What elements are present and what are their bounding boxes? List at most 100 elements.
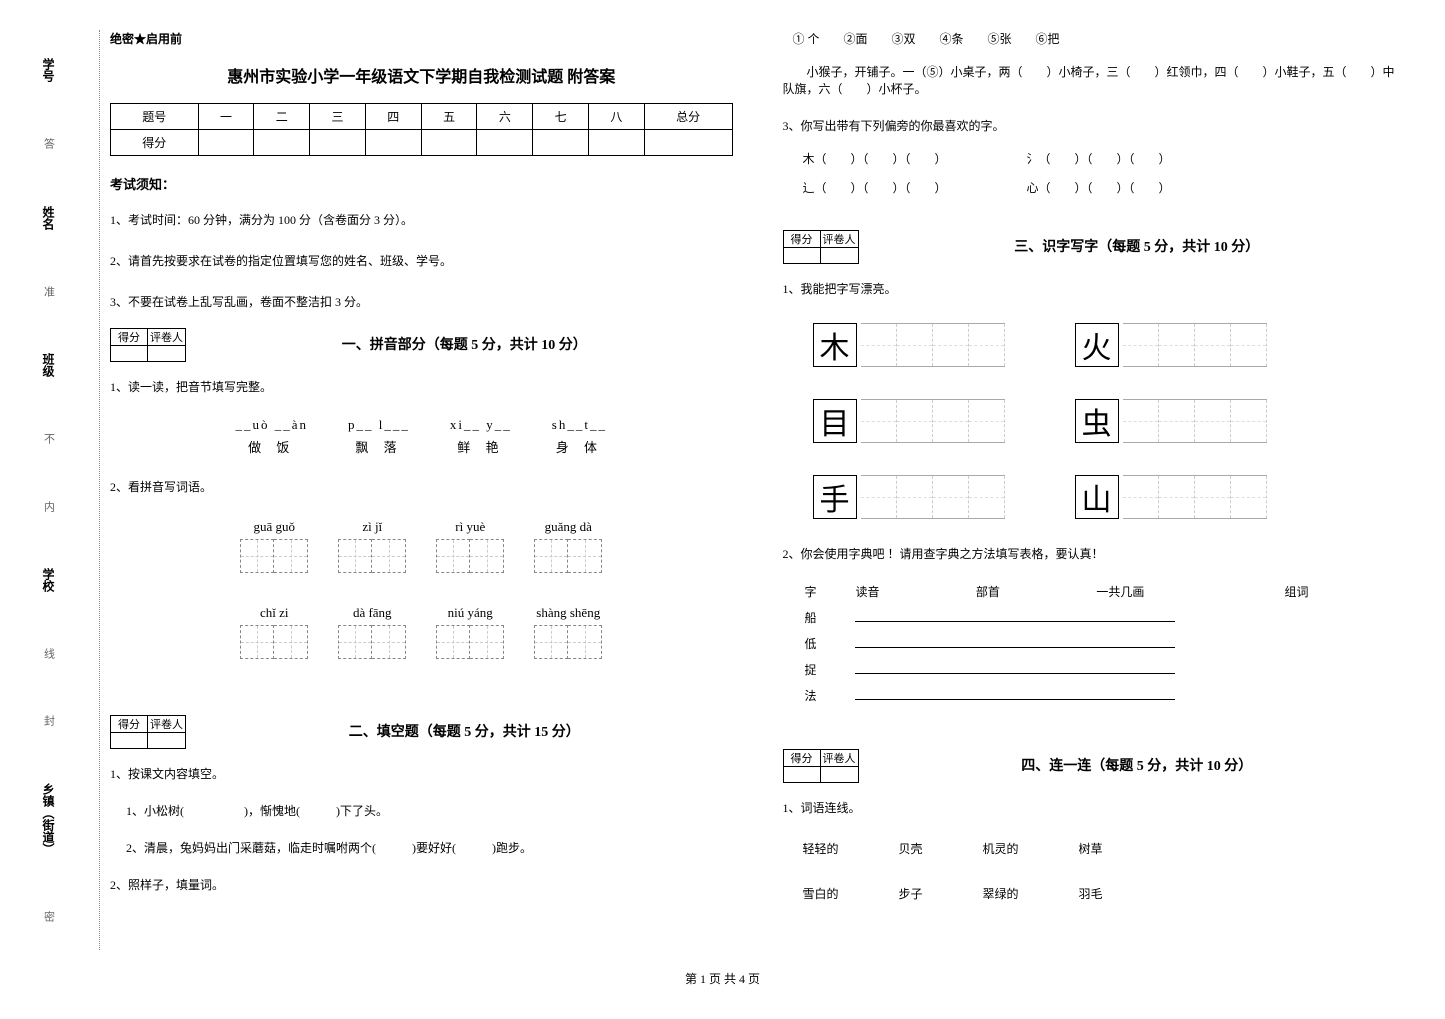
match-word: 雪白的	[803, 885, 839, 902]
pinyin-bot: 鲜 艳	[450, 437, 512, 456]
pinyin-top: __uò __àn	[236, 417, 309, 433]
marker-label: 评卷人	[148, 716, 185, 733]
dict-header: 部首	[976, 580, 1094, 603]
word-pinyin: guǎng dà	[534, 519, 602, 535]
radical-row: 木（ ）（ ）（ ）	[803, 150, 947, 167]
section-3-title: 三、识字写字（每题 5 分，共计 10 分）	[869, 230, 1406, 256]
word-pinyin: zì jǐ	[338, 519, 406, 535]
marker-label: 评卷人	[148, 329, 185, 346]
exam-title: 惠州市实验小学一年级语文下学期自我检测试题 附答案	[110, 63, 733, 87]
dict-char: 低	[805, 631, 854, 655]
confidential-label: 绝密★启用前	[110, 30, 733, 47]
binding-labels: 学号 答 姓名 准 班级 不 内 学校 线 封 乡镇（街道） 密	[40, 30, 57, 950]
section-score-box: 得分 评卷人	[110, 328, 186, 362]
liang-text: 小猴子，开铺子。一（⑤）小桌子，两（ ）小椅子，三（ ）红领巾，四（ ）小鞋子，…	[783, 63, 1406, 97]
match-word: 机灵的	[983, 840, 1019, 857]
pinyin-bot: 身 体	[552, 437, 607, 456]
dict-header: 读音	[855, 580, 973, 603]
section-2-title: 二、填空题（每题 5 分，共计 15 分）	[196, 715, 733, 741]
notice-item: 1、考试时间：60 分钟，满分为 100 分（含卷面分 3 分）。	[110, 211, 733, 228]
binding-sublabel: 密	[41, 911, 57, 922]
pinyin-item: p__ l___ 飘 落	[348, 417, 410, 456]
score-header-cell: 总分	[644, 104, 732, 130]
binding-label: 班级	[40, 353, 57, 377]
practice-char: 火	[1075, 323, 1119, 367]
score-header-cell: 五	[421, 104, 477, 130]
left-column: 绝密★启用前 惠州市实验小学一年级语文下学期自我检测试题 附答案 题号 一 二 …	[110, 30, 733, 950]
binding-label: 学号	[40, 58, 57, 82]
marker-label: 评卷人	[821, 750, 858, 767]
question-text: 2、照样子，填量词。	[110, 876, 733, 893]
pinyin-bot: 做 饭	[236, 437, 309, 456]
binding-sublabel: 答	[41, 138, 57, 149]
score-header-cell: 三	[310, 104, 366, 130]
notice-item: 3、不要在试卷上乱写乱画，卷面不整洁扣 3 分。	[110, 293, 733, 310]
pinyin-top: p__ l___	[348, 417, 410, 433]
notice-item: 2、请首先按要求在试卷的指定位置填写您的姓名、班级、学号。	[110, 252, 733, 269]
radical-row: 辶（ ）（ ）（ ）	[803, 179, 947, 196]
match-word: 步子	[899, 885, 923, 902]
practice-char: 手	[813, 475, 857, 519]
dictionary-table: 字 读音 部首 一共几画 组词 船 低 捉 法	[803, 578, 1406, 709]
binding-sublabel: 不	[41, 433, 57, 444]
binding-sublabel: 内	[41, 501, 57, 512]
pinyin-item: __uò __àn 做 饭	[236, 417, 309, 456]
section-score-box: 得分 评卷人	[783, 230, 859, 264]
score-header-cell: 七	[533, 104, 589, 130]
score-row-label: 得分	[111, 130, 199, 156]
marker-label: 评卷人	[821, 231, 858, 248]
practice-char: 山	[1075, 475, 1119, 519]
pinyin-item: xi__ y__ 鲜 艳	[450, 417, 512, 456]
dict-header: 一共几画	[1096, 580, 1282, 603]
match-word: 树草	[1079, 840, 1103, 857]
score-label: 得分	[111, 716, 147, 733]
section-1-title: 一、拼音部分（每题 5 分，共计 10 分）	[196, 328, 733, 354]
word-pinyin: rì yuè	[436, 519, 504, 535]
binding-label: 乡镇（街道）	[40, 783, 57, 855]
binding-label: 学校	[40, 568, 57, 592]
dict-header: 组词	[1284, 580, 1403, 603]
question-text: 1、我能把字写漂亮。	[783, 280, 1406, 297]
score-header-cell: 二	[254, 104, 310, 130]
match-word: 轻轻的	[803, 840, 839, 857]
score-summary-table: 题号 一 二 三 四 五 六 七 八 总分 得分	[110, 103, 733, 156]
practice-char: 木	[813, 323, 857, 367]
radical-row: 心（ ）（ ）（ ）	[1027, 179, 1171, 196]
right-column: ① 个 ②面 ③双 ④条 ⑤张 ⑥把 小猴子，开铺子。一（⑤）小桌子，两（ ）小…	[783, 30, 1406, 950]
score-header-cell: 八	[588, 104, 644, 130]
word-pinyin: dà fāng	[338, 605, 406, 621]
dict-header: 字	[805, 580, 854, 603]
binding-sublabel: 线	[41, 648, 57, 659]
dict-char: 法	[805, 683, 854, 707]
binding-label: 姓名	[40, 206, 57, 230]
word-pinyin: niú yáng	[436, 605, 504, 621]
section-4-title: 四、连一连（每题 5 分，共计 10 分）	[869, 749, 1406, 775]
binding-sublabel: 封	[41, 715, 57, 726]
question-text: 2、看拼音写词语。	[110, 478, 733, 495]
score-header-cell: 题号	[111, 104, 199, 130]
score-header-cell: 六	[477, 104, 533, 130]
question-text: 1、读一读，把音节填写完整。	[110, 378, 733, 395]
question-text: 1、按课文内容填空。	[110, 765, 733, 782]
pinyin-bot: 飘 落	[348, 437, 410, 456]
dict-char: 船	[805, 605, 854, 629]
match-word: 羽毛	[1079, 885, 1103, 902]
question-subtext: 2、清晨，兔妈妈出门采蘑菇，临走时嘱咐两个( )要好好( )跑步。	[126, 839, 733, 856]
question-subtext: 1、小松树( )，惭愧地( )下了头。	[126, 802, 733, 819]
match-word: 翠绿的	[983, 885, 1019, 902]
section-score-box: 得分 评卷人	[110, 715, 186, 749]
score-header-cell: 一	[198, 104, 254, 130]
pinyin-top: sh__t__	[552, 417, 607, 433]
question-text: 2、你会使用字典吧 ！请用查字典之方法填写表格，要认真！	[783, 545, 1406, 562]
section-score-box: 得分 评卷人	[783, 749, 859, 783]
question-text: 3、你写出带有下列偏旁的你最喜欢的字。	[783, 117, 1406, 134]
pinyin-item: sh__t__ 身 体	[552, 417, 607, 456]
pinyin-top: xi__ y__	[450, 417, 512, 433]
page-footer: 第 1 页 共 4 页	[0, 970, 1445, 987]
binding-sublabel: 准	[41, 286, 57, 297]
word-pinyin: shàng shēng	[534, 605, 602, 621]
word-pinyin: guā guǒ	[240, 519, 308, 535]
score-label: 得分	[784, 231, 820, 248]
question-text: 1、词语连线。	[783, 799, 1406, 816]
score-header-cell: 四	[365, 104, 421, 130]
